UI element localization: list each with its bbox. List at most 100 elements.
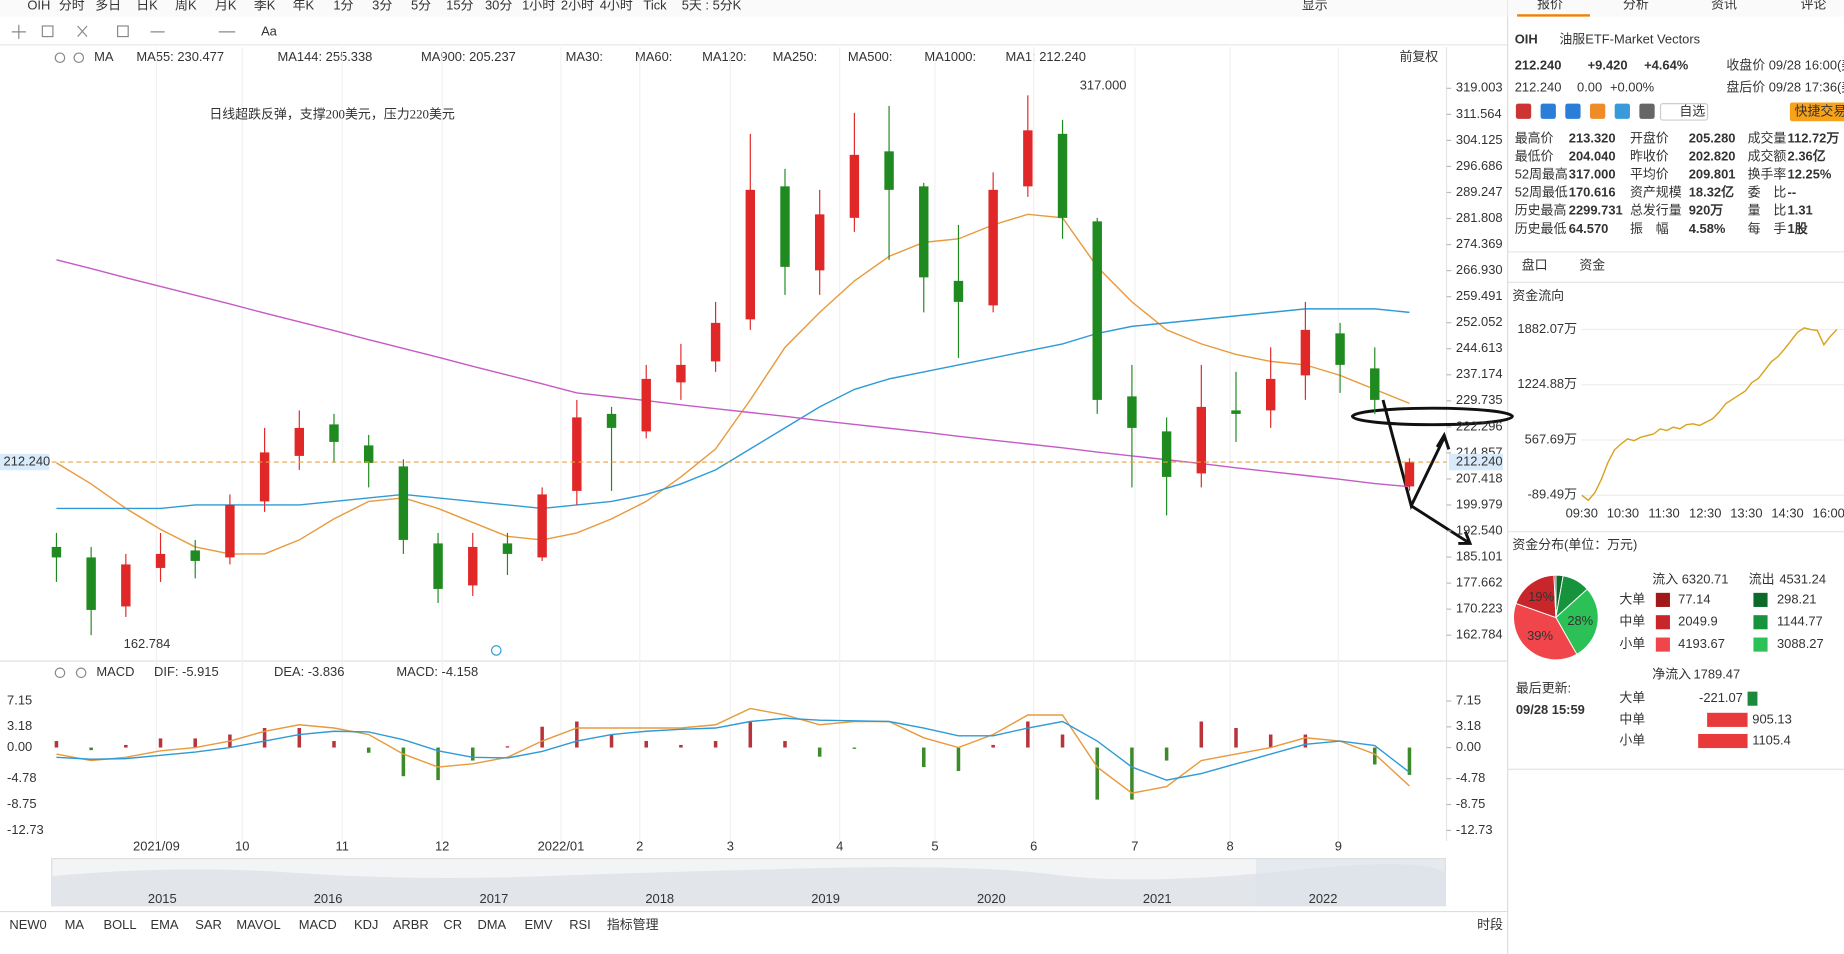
candle-body: [1092, 221, 1102, 400]
panel-tab[interactable]: 评论: [1801, 0, 1827, 11]
indicator-tab[interactable]: MACD: [299, 917, 337, 932]
candle-body: [988, 189, 998, 306]
macd-bar: [852, 747, 857, 749]
indicator-tab[interactable]: MAVOL: [236, 917, 280, 932]
period-tab[interactable]: 30分: [485, 0, 512, 12]
macd-line: [56, 707, 1410, 794]
period-tab[interactable]: 4小时: [600, 0, 633, 12]
indicator-tab[interactable]: NEW0: [9, 917, 46, 932]
period-tab[interactable]: 多日: [95, 0, 121, 12]
period-tab[interactable]: 月K: [215, 0, 237, 12]
macd-bar: [297, 728, 302, 748]
net-value: 905.13: [1752, 711, 1792, 726]
text-tool[interactable]: Aa: [261, 23, 278, 38]
macd-legend: DIF: -5.915: [154, 664, 219, 679]
period-tab[interactable]: 2小时: [561, 0, 594, 12]
navigator-window[interactable]: [1255, 858, 1446, 906]
x-tick-label: 10: [235, 838, 249, 853]
macd-bar: [1407, 747, 1412, 775]
panel-tab[interactable]: 分析: [1623, 0, 1649, 11]
period-tab[interactable]: 5天 : 5分K: [682, 0, 742, 12]
period-tab[interactable]: 1分: [333, 0, 353, 12]
stat-value: --: [1788, 185, 1797, 200]
ma-legend: MA120:: [702, 49, 747, 64]
legend-swatch: [1753, 592, 1768, 607]
sub-tab[interactable]: 盘口: [1522, 257, 1548, 272]
candle-body: [745, 189, 756, 320]
stat-value: 209.801: [1689, 167, 1736, 182]
share-icon[interactable]: [1614, 103, 1630, 119]
indicator-tab[interactable]: CR: [443, 917, 462, 932]
y-tick-label: 252.052: [1456, 314, 1503, 329]
trade-button[interactable]: [1789, 102, 1844, 122]
quote-price: 212.240: [1515, 57, 1562, 72]
share-icon[interactable]: [1540, 103, 1556, 119]
stat-label: 成交额: [1748, 148, 1787, 163]
panel-tab[interactable]: 报价: [1537, 0, 1563, 11]
indicator-tab[interactable]: ARBR: [393, 917, 429, 932]
period-tab[interactable]: 1小时: [522, 0, 555, 12]
stat-label: 历史最高: [1515, 203, 1567, 218]
indicator-tab[interactable]: KDJ: [354, 917, 378, 932]
indicator-tab[interactable]: EMV: [525, 917, 553, 932]
display-menu[interactable]: 显示: [1302, 0, 1328, 12]
indicator-tab[interactable]: RSI: [569, 917, 591, 932]
y-tick-label: 281.808: [1456, 210, 1503, 225]
period-tab[interactable]: 季K: [254, 0, 276, 12]
period-tab[interactable]: 周K: [175, 0, 197, 12]
net-bar: [1707, 712, 1748, 727]
ma-legend: MA1: 212.240: [1005, 49, 1085, 64]
indicator-tab[interactable]: SAR: [195, 917, 222, 932]
legend-swatch: [1655, 592, 1670, 607]
ma-legend: MA60:: [635, 49, 672, 64]
period-tab[interactable]: 分时: [59, 0, 85, 12]
period-tab[interactable]: 年K: [293, 0, 315, 12]
navigator-year: 2021: [1143, 891, 1172, 906]
stat-value: 202.820: [1689, 148, 1736, 163]
tool-icons[interactable]: [11, 24, 502, 679]
share-icon[interactable]: [1639, 103, 1655, 119]
share-icon[interactable]: [1515, 103, 1532, 119]
macd-bar: [401, 747, 406, 777]
indicator-tab[interactable]: MA: [65, 917, 85, 932]
y-tick-label: -12.73: [7, 822, 44, 837]
candle-body: [780, 186, 790, 267]
legend-swatch: [1655, 637, 1670, 652]
period-tab[interactable]: 3分: [372, 0, 392, 12]
candle-body: [363, 445, 374, 463]
watch-button[interactable]: [1659, 103, 1709, 121]
period-tab[interactable]: 日K: [136, 0, 158, 12]
period-tab[interactable]: Tick: [643, 0, 667, 12]
stat-label: 52周最高: [1515, 167, 1568, 182]
macd-bar: [1130, 747, 1134, 800]
navigator-year: 2016: [314, 891, 343, 906]
in-label: 流入: [1652, 571, 1678, 586]
period-tab[interactable]: 15分: [446, 0, 473, 12]
y-tick-label: -89.49万: [1527, 487, 1577, 502]
indicator-manage[interactable]: 指标管理: [607, 917, 659, 932]
candle-body: [225, 504, 235, 558]
row-label: 中单: [1619, 614, 1645, 629]
indicator-tab[interactable]: BOLL: [103, 917, 136, 932]
x-tick-label: 9: [1335, 838, 1342, 853]
share-icon[interactable]: [1589, 103, 1606, 119]
pie-slice: [1553, 574, 1557, 618]
indicator-name: MA: [94, 49, 114, 64]
share-icon[interactable]: [1565, 103, 1581, 119]
chart-title: 资金分布(单位：万元): [1512, 537, 1637, 552]
period-tab[interactable]: 5分: [411, 0, 431, 12]
x-tick-label: 12: [435, 838, 449, 853]
annotation: 日线超跌反弹，支撑200美元，压力220美元: [209, 106, 455, 121]
sub-tab[interactable]: 资金: [1579, 257, 1605, 272]
y-tick-label: 3.18: [1456, 718, 1481, 733]
net-total: 1789.47: [1693, 667, 1740, 682]
period-button[interactable]: 时段: [1477, 917, 1503, 932]
adjust-mode[interactable]: 前复权: [1399, 49, 1438, 64]
candle-body: [502, 543, 513, 554]
indicator-tab[interactable]: EMA: [151, 917, 179, 932]
panel-tab[interactable]: 资讯: [1711, 0, 1737, 11]
x-tick-label: 3: [727, 838, 734, 853]
macd-bar: [54, 741, 59, 748]
symbol[interactable]: OIH: [27, 0, 50, 12]
indicator-tab[interactable]: DMA: [477, 917, 506, 932]
